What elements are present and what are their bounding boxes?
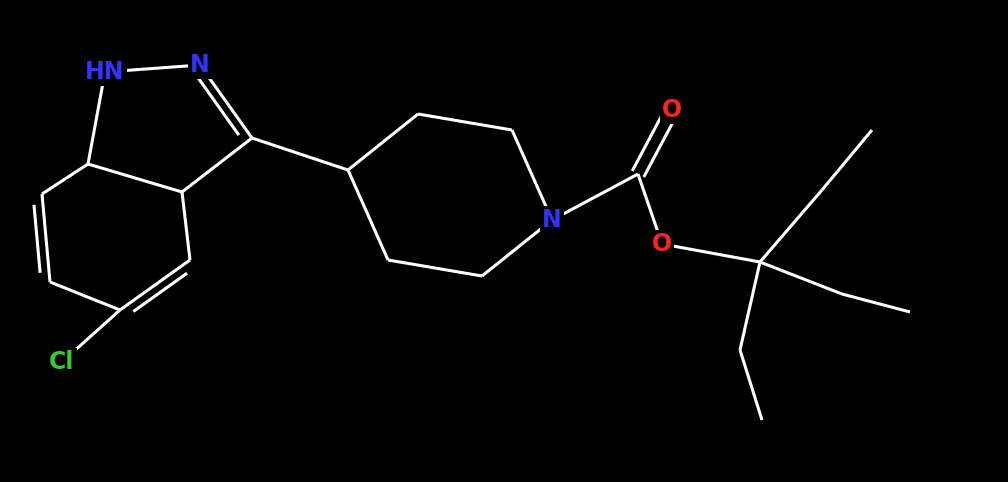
Text: HN: HN: [86, 60, 125, 84]
Text: O: O: [652, 232, 672, 256]
Text: N: N: [542, 208, 561, 232]
Text: Cl: Cl: [49, 350, 75, 374]
Text: O: O: [662, 98, 682, 122]
Text: N: N: [191, 53, 210, 77]
